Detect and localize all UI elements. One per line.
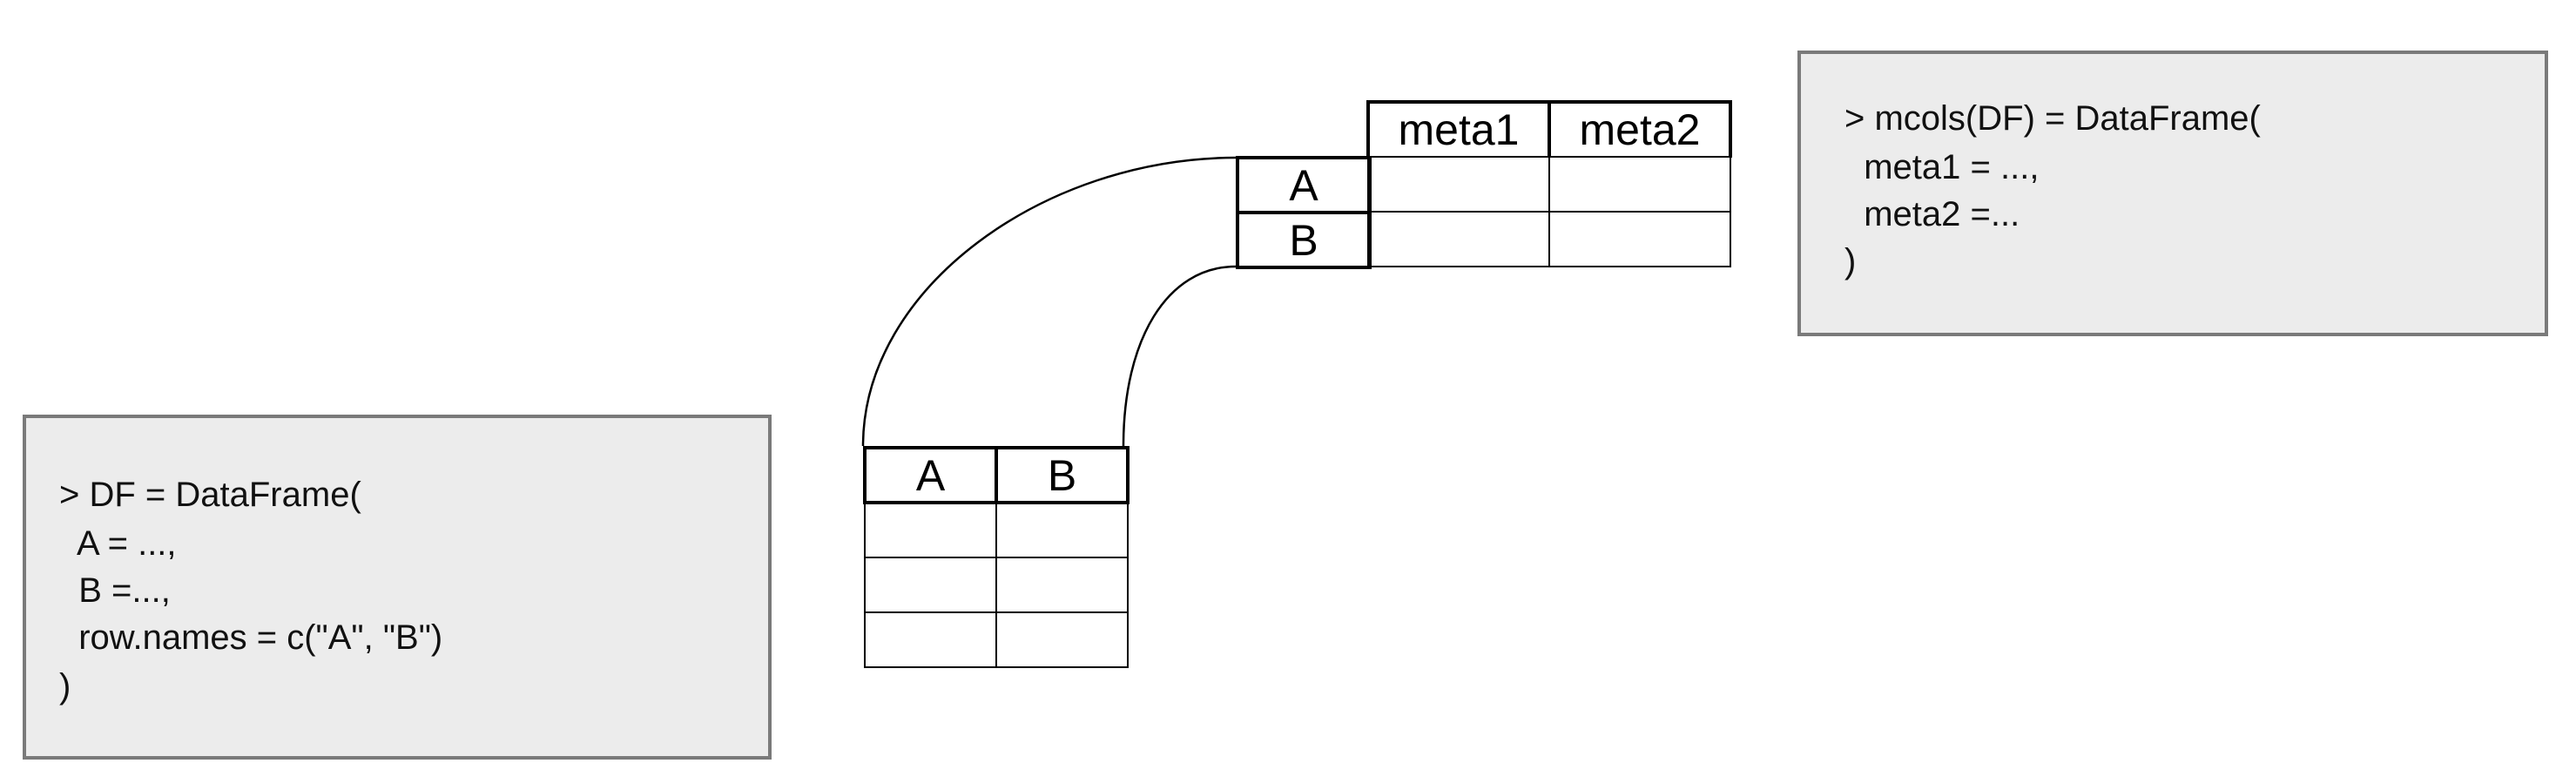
column-header-b: B bbox=[995, 446, 1130, 504]
mcols-code-line: > mcols(DF) = DataFrame( bbox=[1844, 99, 2261, 138]
table-cell bbox=[1548, 211, 1731, 267]
mcols-row-names: A B bbox=[1236, 156, 1372, 269]
column-header-a: A bbox=[863, 446, 998, 504]
mcols-code-line: meta1 = ..., bbox=[1844, 148, 2040, 186]
df-code-box: > DF = DataFrame( A = ..., B =..., row.n… bbox=[23, 415, 772, 760]
table-row bbox=[1367, 211, 1731, 267]
table-cell bbox=[864, 502, 997, 558]
df-code-line: row.names = c("A", "B") bbox=[59, 618, 443, 657]
mcols-code-line: meta2 =... bbox=[1844, 195, 2020, 233]
connector-inner bbox=[1122, 265, 1237, 447]
row-name-a: A bbox=[1236, 156, 1372, 214]
row-name-row: B bbox=[1236, 211, 1372, 269]
table-row bbox=[1367, 156, 1731, 213]
table-cell bbox=[995, 611, 1129, 668]
df-code-line: B =..., bbox=[59, 571, 171, 610]
table-row bbox=[864, 557, 1129, 613]
table-header-row: A B bbox=[863, 446, 1130, 504]
df-code-line: A = ..., bbox=[59, 524, 177, 563]
table-cell bbox=[864, 611, 997, 668]
mcols-code-line: ) bbox=[1844, 242, 1857, 280]
table-cell bbox=[995, 502, 1129, 558]
column-header-meta1: meta1 bbox=[1366, 100, 1551, 158]
table-cell bbox=[1367, 211, 1550, 267]
table-cell bbox=[864, 557, 997, 613]
df-code-line: ) bbox=[59, 667, 71, 706]
table-cell bbox=[995, 557, 1129, 613]
table-row bbox=[864, 502, 1129, 558]
row-name-b: B bbox=[1236, 211, 1372, 269]
table-cell bbox=[1367, 156, 1550, 213]
column-header-meta2: meta2 bbox=[1548, 100, 1732, 158]
table-cell bbox=[1548, 156, 1731, 213]
connector-outer bbox=[861, 156, 1237, 447]
mcols-table: meta1 meta2 bbox=[1366, 100, 1732, 267]
row-name-row: A bbox=[1236, 156, 1372, 214]
table-row bbox=[864, 611, 1129, 668]
mcols-code-box: > mcols(DF) = DataFrame( meta1 = ..., me… bbox=[1797, 51, 2548, 336]
df-code-line: > DF = DataFrame( bbox=[59, 476, 361, 514]
table-header-row: meta1 meta2 bbox=[1366, 100, 1732, 158]
dataframe-table: A B bbox=[863, 446, 1130, 668]
